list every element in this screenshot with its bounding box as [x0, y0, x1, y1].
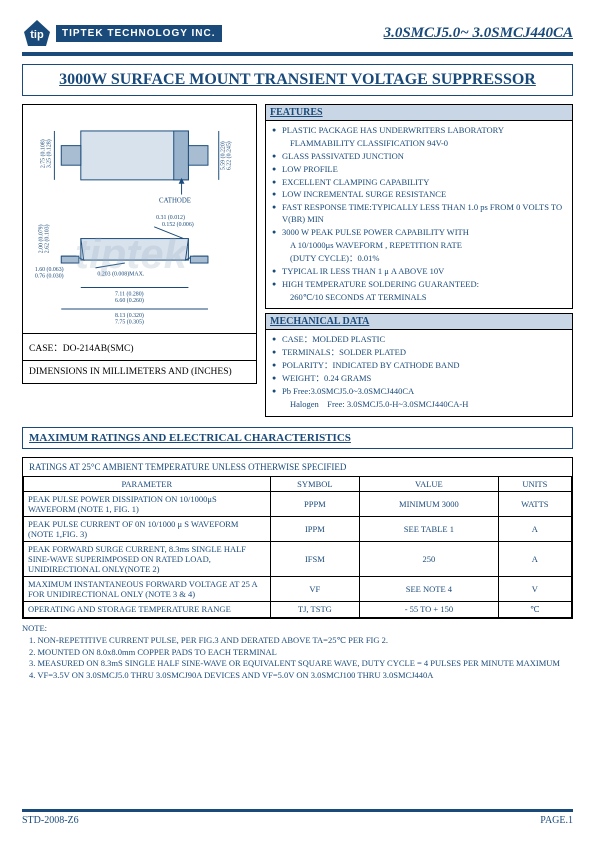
- footer-page-number: PAGE.1: [540, 815, 573, 826]
- mechanical-item: Halogen Free: 3.0SMCJ5.0-H~3.0SMCJ440CA-…: [272, 399, 566, 411]
- ratings-row: OPERATING AND STORAGE TEMPERATURE RANGET…: [24, 601, 572, 617]
- feature-item: 260℃/10 SECONDS AT TERMINALS: [272, 292, 566, 304]
- ratings-cell: - 55 TO + 150: [360, 601, 499, 617]
- left-column: 3.25 (0.128) 2.75 (0.108) 6.22 (0.245) 5…: [22, 104, 257, 417]
- svg-text:CATHODE: CATHODE: [159, 197, 191, 204]
- features-list: PLASTIC PACKAGE HAS UNDERWRITERS LABORAT…: [265, 121, 573, 309]
- notes-block: NOTE: 1. NON-REPETITIVE CURRENT PULSE, P…: [22, 623, 573, 682]
- mechanical-item: POLARITY：INDICATED BY CATHODE BAND: [272, 360, 566, 372]
- svg-text:1.60 (0.063): 1.60 (0.063): [35, 266, 64, 273]
- ratings-cell: ℃: [498, 601, 571, 617]
- mechanical-list: CASE：MOLDED PLASTICTERMINALS：SOLDER PLAT…: [265, 330, 573, 416]
- company-name: TIPTEK TECHNOLOGY INC.: [56, 25, 222, 42]
- feature-item: LOW INCREMENTAL SURGE RESISTANCE: [272, 189, 566, 201]
- svg-text:7.75 (0.305): 7.75 (0.305): [115, 319, 144, 326]
- ratings-cell: MINIMUM 3000: [360, 491, 499, 516]
- ratings-cell: PPPM: [270, 491, 360, 516]
- max-ratings-title-box: MAXIMUM RATINGS AND ELECTRICAL CHARACTER…: [22, 427, 573, 449]
- ratings-cell: PEAK FORWARD SURGE CURRENT, 8.3ms SINGLE…: [24, 541, 271, 576]
- ratings-cell: VF: [270, 576, 360, 601]
- feature-item: GLASS PASSIVATED JUNCTION: [272, 151, 566, 163]
- feature-item: LOW PROFILE: [272, 164, 566, 176]
- ratings-box: RATINGS AT 25°C AMBIENT TEMPERATURE UNLE…: [22, 457, 573, 619]
- feature-item: TYPICAL IR LESS THAN 1 μ A ABOVE 10V: [272, 266, 566, 278]
- svg-text:6.60 (0.260): 6.60 (0.260): [115, 297, 144, 304]
- feature-item: FLAMMABILITY CLASSIFICATION 94V-0: [272, 138, 566, 150]
- ratings-caption: RATINGS AT 25°C AMBIENT TEMPERATURE UNLE…: [23, 458, 572, 476]
- max-ratings-title: MAXIMUM RATINGS AND ELECTRICAL CHARACTER…: [29, 432, 566, 444]
- ratings-cell: TJ, TSTG: [270, 601, 360, 617]
- svg-text:0.203 (0.008)MAX.: 0.203 (0.008)MAX.: [97, 271, 144, 278]
- ratings-column-header: VALUE: [360, 476, 499, 491]
- ratings-column-header: SYMBOL: [270, 476, 360, 491]
- header: tip TIPTEK TECHNOLOGY INC. 3.0SMCJ5.0~ 3…: [22, 18, 573, 48]
- features-header: FEATURES: [265, 104, 573, 121]
- ratings-row: PEAK FORWARD SURGE CURRENT, 8.3ms SINGLE…: [24, 541, 572, 576]
- svg-text:0.31 (0.012): 0.31 (0.012): [156, 214, 185, 221]
- dimension-drawing: 3.25 (0.128) 2.75 (0.108) 6.22 (0.245) 5…: [27, 109, 252, 329]
- svg-text:8.13 (0.320): 8.13 (0.320): [115, 312, 144, 319]
- ratings-cell: MAXIMUM INSTANTANEOUS FORWARD VOLTAGE AT…: [24, 576, 271, 601]
- feature-item: HIGH TEMPERATURE SOLDERING GUARANTEED:: [272, 279, 566, 291]
- svg-text:tip: tip: [30, 29, 44, 41]
- case-designation: CASE：DO-214AB(SMC): [22, 334, 257, 361]
- note-line: 4. VF=3.5V ON 3.0SMCJ5.0 THRU 3.0SMCJ90A…: [22, 670, 573, 682]
- ratings-cell: IFSM: [270, 541, 360, 576]
- ratings-header-row: PARAMETERSYMBOLVALUEUNITS: [24, 476, 572, 491]
- ratings-cell: 250: [360, 541, 499, 576]
- ratings-row: PEAK PULSE CURRENT OF 0N 10/1000 μ S WAV…: [24, 516, 572, 541]
- ratings-cell: IPPM: [270, 516, 360, 541]
- page-title: 3000W SURFACE MOUNT TRANSIENT VOLTAGE SU…: [29, 71, 566, 89]
- part-number-range: 3.0SMCJ5.0~ 3.0SMCJ440CA: [384, 25, 573, 42]
- package-diagram: 3.25 (0.128) 2.75 (0.108) 6.22 (0.245) 5…: [22, 104, 257, 334]
- ratings-cell: OPERATING AND STORAGE TEMPERATURE RANGE: [24, 601, 271, 617]
- ratings-column-header: PARAMETER: [24, 476, 271, 491]
- logo-icon: tip: [22, 18, 52, 48]
- footer-divider: [22, 809, 573, 812]
- svg-text:5.59 (0.220): 5.59 (0.220): [220, 141, 227, 170]
- ratings-cell: PEAK PULSE CURRENT OF 0N 10/1000 μ S WAV…: [24, 516, 271, 541]
- ratings-cell: WATTS: [498, 491, 571, 516]
- title-box: 3000W SURFACE MOUNT TRANSIENT VOLTAGE SU…: [22, 64, 573, 96]
- mechanical-header: MECHANICAL DATA: [265, 313, 573, 330]
- svg-text:2.75 (0.108): 2.75 (0.108): [40, 139, 47, 168]
- mechanical-item: TERMINALS：SOLDER PLATED: [272, 347, 566, 359]
- feature-item: PLASTIC PACKAGE HAS UNDERWRITERS LABORAT…: [272, 125, 566, 137]
- dimension-units-note: DIMENSIONS IN MILLIMETERS AND (INCHES): [22, 361, 257, 384]
- feature-item: (DUTY CYCLE)：0.01%: [272, 253, 566, 265]
- feature-item: FAST RESPONSE TIME:TYPICALLY LESS THAN 1…: [272, 202, 566, 226]
- footer: STD-2008-Z6 PAGE.1: [22, 809, 573, 826]
- ratings-cell: A: [498, 516, 571, 541]
- svg-text:0.76 (0.030): 0.76 (0.030): [35, 273, 64, 280]
- svg-text:7.11 (0.280): 7.11 (0.280): [115, 290, 144, 297]
- ratings-cell: SEE NOTE 4: [360, 576, 499, 601]
- note-line: 2. MOUNTED ON 8.0x8.0mm COPPER PADS TO E…: [22, 647, 573, 659]
- feature-item: EXCELLENT CLAMPING CAPABILITY: [272, 177, 566, 189]
- right-column: FEATURES PLASTIC PACKAGE HAS UNDERWRITER…: [265, 104, 573, 417]
- mechanical-item: CASE：MOLDED PLASTIC: [272, 334, 566, 346]
- header-divider: [22, 52, 573, 56]
- feature-item: 3000 W PEAK PULSE POWER CAPABILITY WITH: [272, 227, 566, 239]
- mechanical-item: Pb Free:3.0SMCJ5.0~3.0SMCJ440CA: [272, 386, 566, 398]
- ratings-cell: V: [498, 576, 571, 601]
- ratings-table: PARAMETERSYMBOLVALUEUNITS PEAK PULSE POW…: [23, 476, 572, 618]
- ratings-column-header: UNITS: [498, 476, 571, 491]
- ratings-row: PEAK PULSE POWER DISSIPATION ON 10/1000μ…: [24, 491, 572, 516]
- ratings-cell: PEAK PULSE POWER DISSIPATION ON 10/1000μ…: [24, 491, 271, 516]
- note-line: 1. NON-REPETITIVE CURRENT PULSE, PER FIG…: [22, 635, 573, 647]
- ratings-row: MAXIMUM INSTANTANEOUS FORWARD VOLTAGE AT…: [24, 576, 572, 601]
- svg-text:0.152 (0.006): 0.152 (0.006): [162, 221, 194, 228]
- feature-item: A 10/1000μs WAVEFORM , REPETITION RATE: [272, 240, 566, 252]
- svg-text:2.00 (0.079): 2.00 (0.079): [38, 224, 45, 253]
- logo-area: tip TIPTEK TECHNOLOGY INC.: [22, 18, 222, 48]
- note-line: 3. MEASURED ON 8.3mS SINGLE HALF SINE-WA…: [22, 658, 573, 670]
- notes-label: NOTE:: [22, 623, 47, 633]
- footer-doc-id: STD-2008-Z6: [22, 815, 79, 826]
- mechanical-item: WEIGHT：0.24 GRAMS: [272, 373, 566, 385]
- ratings-cell: SEE TABLE 1: [360, 516, 499, 541]
- ratings-cell: A: [498, 541, 571, 576]
